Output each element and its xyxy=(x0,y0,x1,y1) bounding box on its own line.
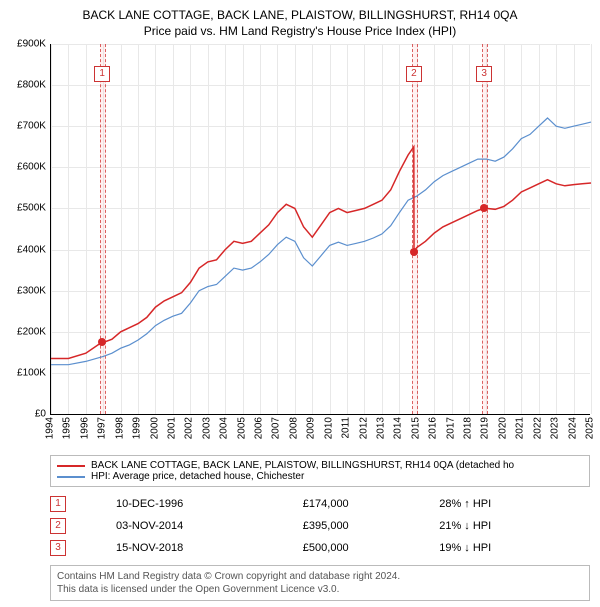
marker-dot-1 xyxy=(98,338,106,346)
x-tick: 2012 xyxy=(358,417,369,439)
series-line-property xyxy=(51,147,591,359)
sales-table: 1 10-DEC-1996£174,00028% ↑ HPI 2 03-NOV-201… xyxy=(50,493,590,559)
x-tick: 2010 xyxy=(323,417,334,439)
legend-item-property: BACK LANE COTTAGE, BACK LANE, PLAISTOW, … xyxy=(57,460,583,471)
x-tick: 2024 xyxy=(567,417,578,439)
x-tick: 2004 xyxy=(219,417,230,439)
x-tick: 2001 xyxy=(166,417,177,439)
y-tick: £600K xyxy=(17,162,46,173)
attribution-footer: Contains HM Land Registry data © Crown c… xyxy=(50,565,590,601)
table-marker-3: 3 xyxy=(50,540,66,556)
y-tick: £200K xyxy=(17,326,46,337)
chart-subtitle: Price paid vs. HM Land Registry's House … xyxy=(10,24,590,38)
x-tick: 2006 xyxy=(254,417,265,439)
y-tick: £400K xyxy=(17,244,46,255)
x-tick: 2023 xyxy=(550,417,561,439)
x-tick: 2022 xyxy=(532,417,543,439)
y-tick: £800K xyxy=(17,80,46,91)
marker-dot-3 xyxy=(480,204,488,212)
sale-delta: 28% ↑ HPI xyxy=(439,493,590,515)
x-tick: 2002 xyxy=(184,417,195,439)
gridline-vertical xyxy=(591,44,592,414)
sale-delta: 19% ↓ HPI xyxy=(439,537,590,559)
y-tick: £900K xyxy=(17,39,46,50)
chart-container: BACK LANE COTTAGE, BACK LANE, PLAISTOW, … xyxy=(0,0,600,607)
x-tick: 2020 xyxy=(497,417,508,439)
x-tick: 1996 xyxy=(79,417,90,439)
x-tick: 2011 xyxy=(341,417,352,439)
y-tick: £300K xyxy=(17,285,46,296)
x-tick: 2017 xyxy=(445,417,456,439)
marker-dot-2 xyxy=(410,248,418,256)
x-tick: 2018 xyxy=(463,417,474,439)
sale-date: 03-NOV-2014 xyxy=(116,515,303,537)
sale-price: £395,000 xyxy=(303,515,439,537)
x-tick: 2016 xyxy=(428,417,439,439)
x-tick: 2008 xyxy=(288,417,299,439)
x-tick: 1998 xyxy=(114,417,125,439)
x-tick: 1994 xyxy=(45,417,56,439)
plot-area: 123 xyxy=(50,44,590,415)
series-svg xyxy=(51,44,591,414)
x-tick: 2025 xyxy=(585,417,596,439)
legend-label-property: BACK LANE COTTAGE, BACK LANE, PLAISTOW, … xyxy=(91,460,514,471)
y-tick: £100K xyxy=(17,367,46,378)
y-tick: £700K xyxy=(17,121,46,132)
table-marker-1: 1 xyxy=(50,496,66,512)
legend-swatch-property xyxy=(57,465,85,467)
sale-price: £174,000 xyxy=(303,493,439,515)
x-tick: 2019 xyxy=(480,417,491,439)
x-tick: 2013 xyxy=(375,417,386,439)
chart-area: £0£100K£200K£300K£400K£500K£600K£700K£80… xyxy=(10,44,590,415)
x-tick: 2021 xyxy=(515,417,526,439)
x-tick: 2009 xyxy=(306,417,317,439)
x-tick: 2000 xyxy=(149,417,160,439)
legend-item-hpi: HPI: Average price, detached house, Chic… xyxy=(57,471,583,482)
legend-label-hpi: HPI: Average price, detached house, Chic… xyxy=(91,471,304,482)
footer-line-1: Contains HM Land Registry data © Crown c… xyxy=(57,570,583,583)
sale-date: 15-NOV-2018 xyxy=(116,537,303,559)
y-tick: £500K xyxy=(17,203,46,214)
x-tick: 2007 xyxy=(271,417,282,439)
x-tick: 2015 xyxy=(410,417,421,439)
x-tick: 2005 xyxy=(236,417,247,439)
x-tick: 1997 xyxy=(97,417,108,439)
legend-swatch-hpi xyxy=(57,476,85,478)
series-line-hpi xyxy=(51,118,591,365)
table-row: 2 03-NOV-2014£395,00021% ↓ HPI xyxy=(50,515,590,537)
table-marker-2: 2 xyxy=(50,518,66,534)
y-axis: £0£100K£200K£300K£400K£500K£600K£700K£80… xyxy=(10,44,50,414)
sale-delta: 21% ↓ HPI xyxy=(439,515,590,537)
x-tick: 2003 xyxy=(201,417,212,439)
x-tick: 1995 xyxy=(62,417,73,439)
sale-date: 10-DEC-1996 xyxy=(116,493,303,515)
x-tick: 2014 xyxy=(393,417,404,439)
sale-price: £500,000 xyxy=(303,537,439,559)
table-row: 1 10-DEC-1996£174,00028% ↑ HPI xyxy=(50,493,590,515)
x-axis: 1994199519961997199819992000200120022003… xyxy=(50,415,590,455)
table-row: 3 15-NOV-2018£500,00019% ↓ HPI xyxy=(50,537,590,559)
chart-title: BACK LANE COTTAGE, BACK LANE, PLAISTOW, … xyxy=(10,8,590,22)
legend: BACK LANE COTTAGE, BACK LANE, PLAISTOW, … xyxy=(50,455,590,487)
x-tick: 1999 xyxy=(132,417,143,439)
